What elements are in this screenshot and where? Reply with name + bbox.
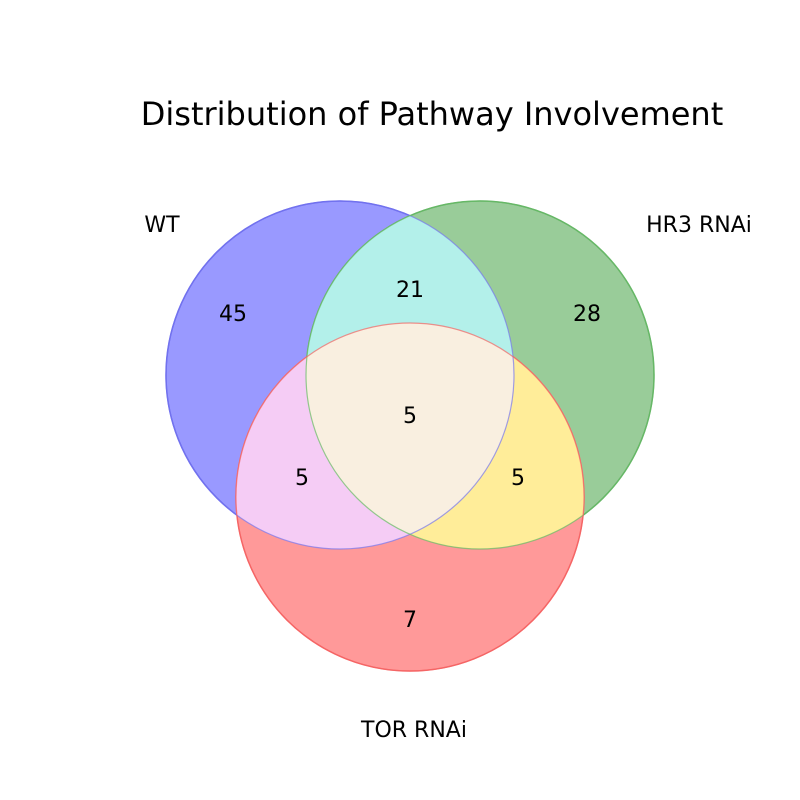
hr3-rnai-circle-outline bbox=[305, 200, 655, 550]
region-count-wt-tor: 5 bbox=[295, 466, 309, 491]
region-count-wt-hr3: 21 bbox=[396, 278, 424, 303]
set-label-wt: WT bbox=[144, 213, 180, 238]
region-count-hr3-tor: 5 bbox=[511, 466, 525, 491]
chart-title: Distribution of Pathway Involvement bbox=[141, 95, 724, 133]
region-count-all-three: 5 bbox=[403, 404, 417, 429]
region-count-hr3-only: 28 bbox=[573, 302, 601, 327]
set-label-tor-rnai: TOR RNAi bbox=[360, 718, 467, 743]
region-count-wt-only: 45 bbox=[219, 302, 247, 327]
set-label-hr3-rnai: HR3 RNAi bbox=[646, 213, 752, 238]
region-count-tor-only: 7 bbox=[403, 608, 417, 633]
tor-rnai-circle-outline bbox=[235, 322, 585, 672]
all-three-overlap bbox=[306, 323, 514, 549]
wt-circle-outline bbox=[165, 200, 515, 550]
